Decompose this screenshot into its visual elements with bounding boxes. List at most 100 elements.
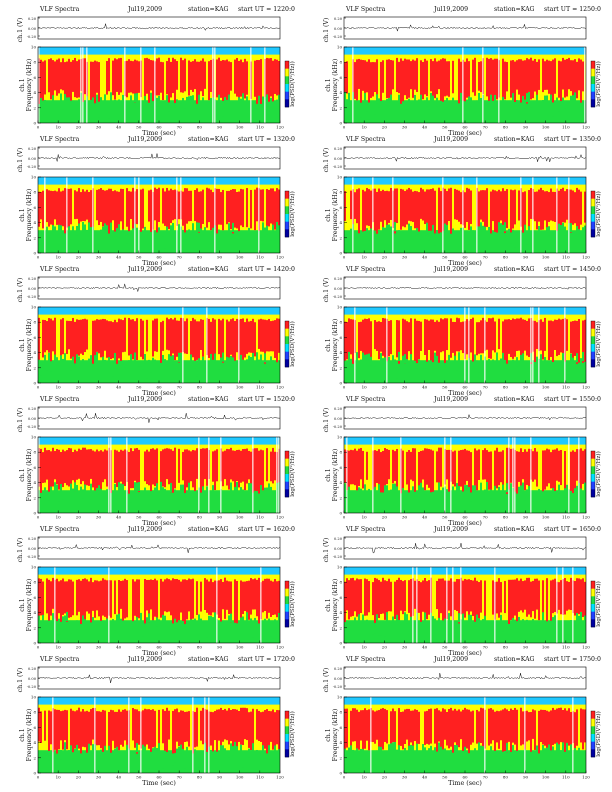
spectrogram-cells <box>344 567 586 643</box>
spectrogram-cell <box>538 189 540 222</box>
spectrogram-cell <box>450 54 452 101</box>
spectrogram-cell <box>254 437 256 446</box>
spectrogram-cell <box>100 437 102 446</box>
spectrogram-cell <box>94 47 96 56</box>
spectrogram-cell <box>160 106 162 116</box>
spectrogram-cell <box>230 437 232 446</box>
spectrogram-cell <box>110 321 112 360</box>
spectrogram-cell <box>412 369 414 379</box>
spectrogram-cell <box>270 356 272 366</box>
spectrogram-cell <box>206 448 208 486</box>
spectrogram-cell <box>152 177 154 253</box>
spectrogram-cell <box>130 95 132 105</box>
spectrogram-cell <box>410 177 412 186</box>
waveform-ylabel: ch.1 (V) <box>323 408 330 433</box>
spectrogram-cell <box>124 177 126 186</box>
spectrogram-cell <box>60 47 62 56</box>
spectrogram-cell <box>54 47 56 56</box>
colorbar-segment <box>591 214 595 222</box>
spectrogram-cell <box>436 497 438 507</box>
spectrogram-cell <box>114 231 116 241</box>
spectrogram-cell <box>208 567 210 576</box>
spectrogram-cell <box>532 307 534 383</box>
spectrogram-cell <box>98 368 100 378</box>
spectrogram-cell <box>140 318 142 357</box>
spectrogram-cell <box>264 618 266 628</box>
spectrogram-cell <box>106 489 108 499</box>
spectrogram-cell <box>162 320 164 351</box>
spectrogram-cell <box>118 307 120 316</box>
spectrogram-cell <box>446 307 448 316</box>
spectrogram-cell <box>492 59 494 101</box>
spectrogram-cell <box>224 97 226 107</box>
spectrogram-cell <box>504 444 506 491</box>
time-tick-label: 100 <box>542 515 550 520</box>
spectrogram-cell <box>188 363 190 373</box>
spectrogram-cell <box>424 191 426 225</box>
spectrogram-cell <box>572 307 574 316</box>
spectrogram-cell <box>536 231 538 241</box>
spectrogram-cell <box>348 437 350 446</box>
spectrogram-cell <box>472 437 474 446</box>
spectrogram-cell <box>188 60 190 96</box>
spectrogram-cell <box>386 59 388 99</box>
spectrogram-cell <box>104 177 106 186</box>
spectrogram-cell <box>212 485 214 495</box>
spectrogram-cell <box>194 47 196 56</box>
colorbar-segment <box>285 604 289 612</box>
spectrogram-cell <box>174 235 176 245</box>
spectrogram-cell <box>112 444 114 491</box>
spectrogram-cell <box>240 487 242 497</box>
freq-tick-label: 10 <box>31 565 37 570</box>
spectrogram-cell <box>152 357 154 367</box>
spectrogram-cell <box>100 97 102 107</box>
spectrogram-cell <box>422 368 424 378</box>
spectrogram-cell <box>162 236 164 247</box>
spectrogram-cell <box>456 317 458 352</box>
spectrogram-cell <box>126 47 128 56</box>
spectrogram-cell <box>406 321 408 360</box>
spectrogram-cell <box>458 109 460 119</box>
spectrogram-cell <box>542 450 544 492</box>
spectrogram-cell <box>552 191 554 222</box>
spectrogram-cell <box>396 307 398 316</box>
spectrogram-cell <box>170 177 172 186</box>
spectrogram-cell <box>96 307 98 316</box>
spectrogram-cell <box>466 58 468 98</box>
spectrogram-cell <box>254 617 256 628</box>
spectrogram-cell <box>100 580 102 621</box>
spectrogram-cell <box>402 355 404 365</box>
spectrogram-cell <box>142 104 144 114</box>
spectrogram-cell <box>84 191 86 222</box>
spectrogram-cell <box>110 177 112 186</box>
spectrogram-cell <box>394 307 396 316</box>
time-tick-label: 30 <box>402 385 408 390</box>
spectrogram-cell <box>366 47 368 56</box>
spectrogram-cell <box>358 614 360 624</box>
spectrogram-cell <box>520 437 522 446</box>
spectrogram-cell <box>164 54 166 101</box>
spectrogram-cell <box>578 177 580 186</box>
spectrogram-cell <box>254 448 256 491</box>
spectrogram-cell <box>84 177 86 186</box>
spectrogram-cell <box>388 98 390 108</box>
time-tick-label: 70 <box>177 125 183 130</box>
spectrogram-cell <box>96 437 98 446</box>
spectrogram-cell <box>470 437 472 446</box>
spectrogram-cell <box>364 444 366 491</box>
spectrogram-cell <box>452 451 454 485</box>
spectrogram-cell <box>100 229 102 239</box>
spectrogram-cell <box>260 177 262 186</box>
spectrogram-cell <box>478 322 480 354</box>
spectrogram-cell <box>108 321 110 362</box>
spectrogram-cell <box>570 353 572 363</box>
waveform-tick-label: 0.00 <box>334 157 343 161</box>
spectrogram-cell <box>426 492 428 502</box>
spectrogram-cell <box>266 621 268 631</box>
freq-tick-label: 4 <box>33 350 36 355</box>
spectrogram-cell <box>190 307 192 316</box>
spectrogram-cell <box>394 54 396 101</box>
spectrogram-cell <box>118 451 120 490</box>
spectrogram-cell <box>278 318 280 353</box>
spectrogram-cell <box>100 319 102 358</box>
